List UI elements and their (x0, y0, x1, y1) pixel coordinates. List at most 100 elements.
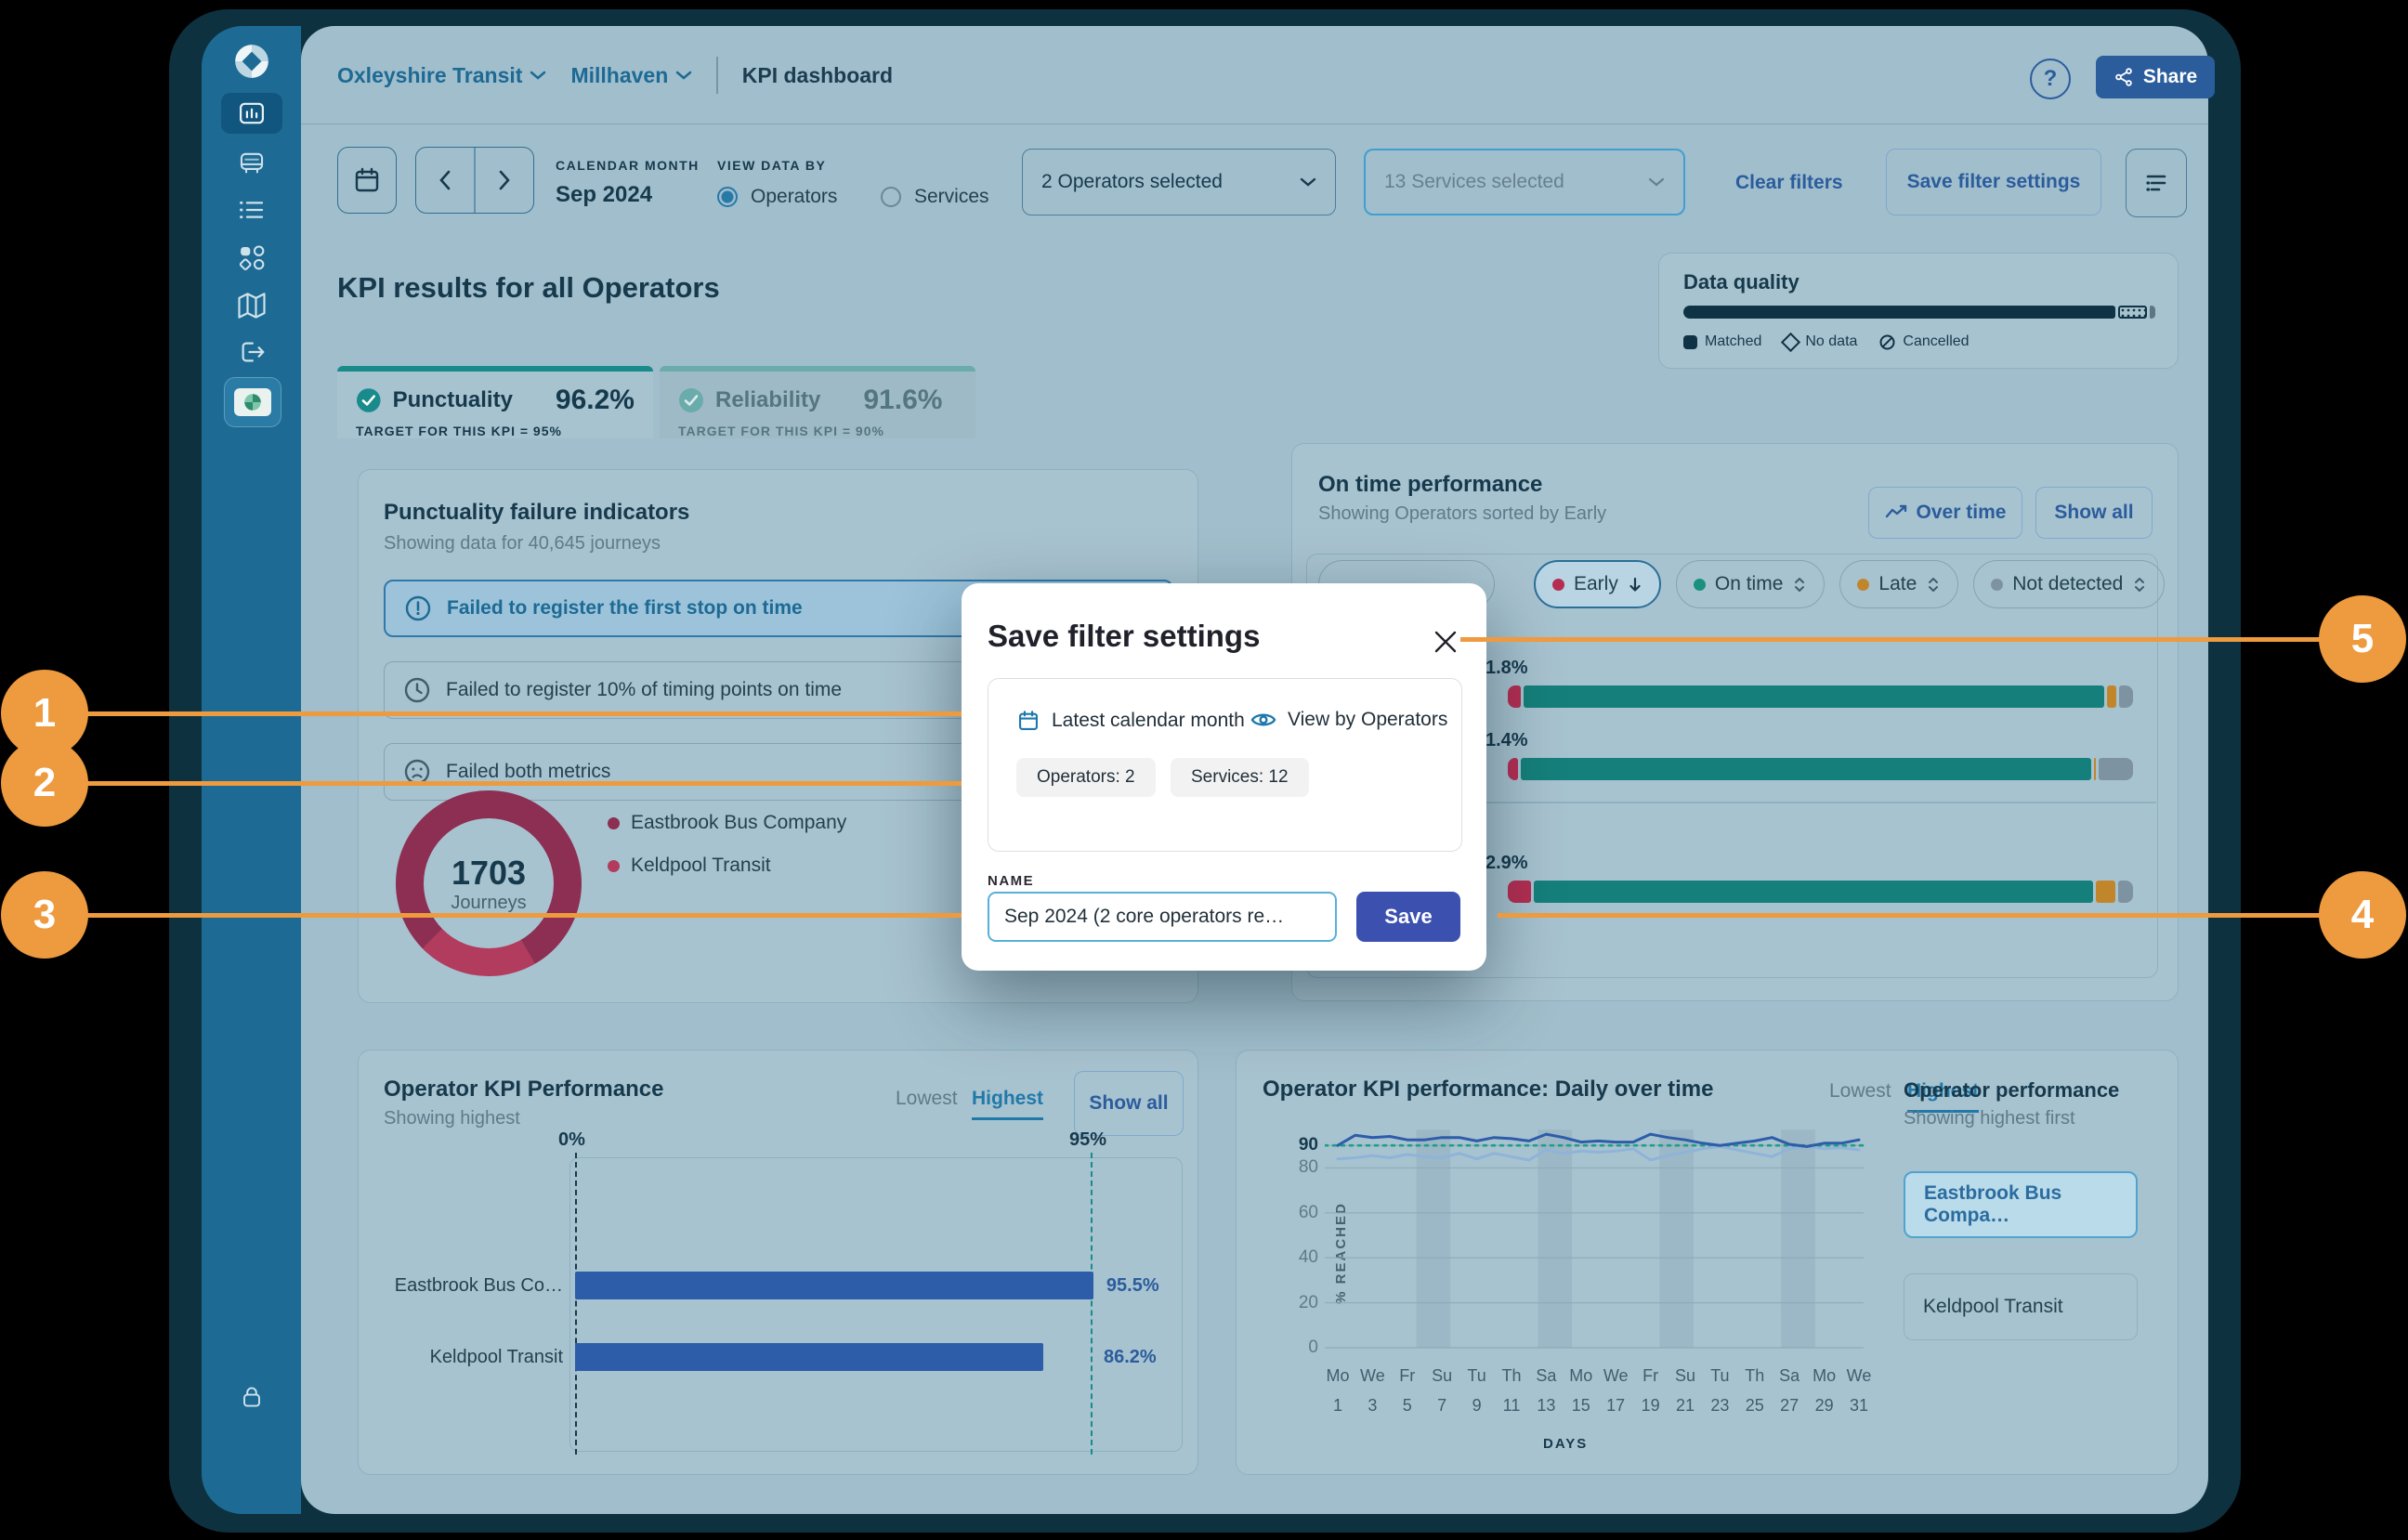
bar-category-label: Eastbrook Bus Co… (394, 1275, 563, 1296)
app-switcher-button[interactable] (224, 377, 281, 427)
radio-services-label: Services (914, 186, 989, 207)
org-selector[interactable]: Oxleyshire Transit (337, 63, 546, 88)
brand-logo-icon (224, 33, 280, 89)
panel-title: Operator performance (1904, 1078, 2120, 1102)
bar-chart-icon[interactable] (224, 85, 280, 141)
operator-button-eastbrook[interactable]: Eastbrook Bus Compa… (1904, 1171, 2138, 1238)
help-button[interactable]: ? (2030, 59, 2071, 99)
summary-calendar-row: Latest calendar month (1016, 709, 1245, 733)
callout-line-1 (85, 711, 962, 716)
sort-lowest[interactable]: Lowest (1829, 1080, 1891, 1102)
on-time-stacked-bar (1508, 881, 2136, 903)
sidebar-item-apps[interactable] (224, 229, 280, 285)
data-quality-title: Data quality (1683, 270, 1799, 294)
weekend-band (1659, 1129, 1694, 1348)
close-icon[interactable] (1433, 630, 1458, 654)
filter-options-button[interactable] (2126, 149, 2187, 217)
save-filter-settings-button[interactable]: Save filter settings (1886, 149, 2101, 215)
failure-indicator-item[interactable]: Failed both metrics (384, 743, 1173, 801)
pill-label: Not detected (2012, 573, 2124, 594)
services-dropdown-value: 13 Services selected (1384, 171, 1564, 192)
operators-dropdown[interactable]: 2 Operators selected (1022, 149, 1336, 215)
calendar-icon (355, 167, 379, 192)
logout-icon[interactable] (224, 324, 280, 380)
sort-pill-on-time[interactable]: On time (1675, 560, 1826, 608)
over-time-button[interactable]: Over time (1868, 487, 2022, 539)
operator-kpi-card: Operator KPI Performance Showing highest… (358, 1050, 1198, 1475)
show-all-button[interactable]: Show all (1074, 1071, 1184, 1136)
donut-value: 1703 (451, 853, 527, 892)
show-all-button[interactable]: Show all (2035, 487, 2153, 539)
summary-view-row: View by Operators (1250, 709, 1447, 731)
tab-punctuality[interactable]: Punctuality 96.2% TARGET FOR THIS KPI = … (337, 366, 653, 438)
over-time-label: Over time (1916, 502, 2007, 523)
data-quality-segment-cancelled (2149, 306, 2156, 319)
name-input[interactable]: Sep 2024 (2 core operators re… (988, 892, 1337, 942)
region-selector[interactable]: Millhaven (570, 63, 692, 88)
y-tick-label: 60 (1298, 1202, 1318, 1222)
x-day-name: Sa (1779, 1366, 1800, 1385)
bar-segment (1508, 758, 1518, 780)
daily-title: Operator KPI performance: Daily over tim… (1263, 1077, 1714, 1102)
bar-category-label: Keldpool Transit (429, 1347, 563, 1367)
summary-calendar-label: Latest calendar month (1052, 710, 1245, 731)
sort-highest[interactable]: Highest (1907, 1080, 1980, 1113)
chevron-down-icon (676, 71, 692, 80)
bar-segment (2106, 685, 2116, 708)
operators-dropdown-value: 2 Operators selected (1041, 171, 1223, 192)
sort-lowest[interactable]: Lowest (896, 1088, 958, 1109)
sort-icon (2135, 577, 2145, 592)
chevron-down-icon (530, 71, 546, 80)
tab-reliability[interactable]: Reliability 91.6% TARGET FOR THIS KPI = … (660, 366, 975, 438)
next-month-button[interactable] (476, 148, 533, 213)
sidebar-item-list[interactable] (224, 182, 280, 238)
daily-over-time-card: Operator KPI performance: Daily over tim… (1236, 1050, 2179, 1475)
operator-kpi-bar (575, 1272, 1093, 1299)
sidebar-item-map[interactable] (224, 278, 280, 333)
sidebar (202, 26, 301, 1514)
sort-pills: Early On time Late Not detected (1534, 560, 2166, 608)
calendar-icon (1019, 711, 1038, 730)
sort-highest[interactable]: Highest (972, 1088, 1044, 1120)
sidebar-item-vehicles[interactable] (224, 136, 280, 191)
tab-reliability-target: TARGET FOR THIS KPI = 90% (678, 424, 884, 438)
page-title: KPI dashboard (741, 62, 894, 87)
axis-target-label: 95% (1069, 1129, 1107, 1150)
lock-icon[interactable] (224, 1369, 280, 1425)
x-day-name: Mo (1813, 1366, 1837, 1385)
category-dot (1552, 578, 1564, 591)
radio-operators[interactable]: Operators (717, 186, 837, 208)
x-day-number: 11 (1502, 1396, 1521, 1415)
region-name: Millhaven (570, 62, 669, 87)
sort-pill-not-detected[interactable]: Not detected (1973, 560, 2166, 608)
arrow-down-icon (1629, 577, 1641, 592)
bar-segment (2095, 881, 2116, 903)
alert-icon (405, 595, 431, 621)
x-day-name: Tu (1467, 1366, 1486, 1385)
clear-filters-link[interactable]: Clear filters (1735, 172, 1843, 193)
bar-segment (2099, 758, 2133, 780)
daily-line-chart (1325, 1129, 1865, 1349)
sort-pill-early[interactable]: Early (1534, 560, 1661, 608)
legend-label: Eastbrook Bus Company (631, 812, 847, 833)
prev-month-button[interactable] (416, 148, 474, 213)
sort-pill-late[interactable]: Late (1839, 560, 1959, 608)
x-day-number: 19 (1641, 1396, 1660, 1415)
category-dot (1857, 578, 1870, 591)
x-day-name: We (1846, 1366, 1872, 1385)
punctuality-card-subtitle: Showing data for 40,645 journeys (384, 533, 661, 554)
sort-icon (1929, 577, 1939, 592)
chevron-down-icon (1648, 177, 1665, 187)
operator-button-keldpool[interactable]: Keldpool Transit (1904, 1273, 2138, 1340)
tab-punctuality-value: 96.2% (555, 385, 635, 415)
sort-icon (1795, 577, 1805, 592)
x-day-name: Su (1432, 1366, 1453, 1385)
share-button[interactable]: Share (2096, 56, 2215, 98)
calendar-button[interactable] (337, 147, 397, 214)
save-button[interactable]: Save (1356, 892, 1460, 942)
clock-icon (404, 677, 430, 703)
services-dropdown[interactable]: 13 Services selected (1364, 149, 1685, 215)
legend-item: Eastbrook Bus Company (608, 812, 846, 834)
radio-services[interactable]: Services (881, 186, 989, 208)
